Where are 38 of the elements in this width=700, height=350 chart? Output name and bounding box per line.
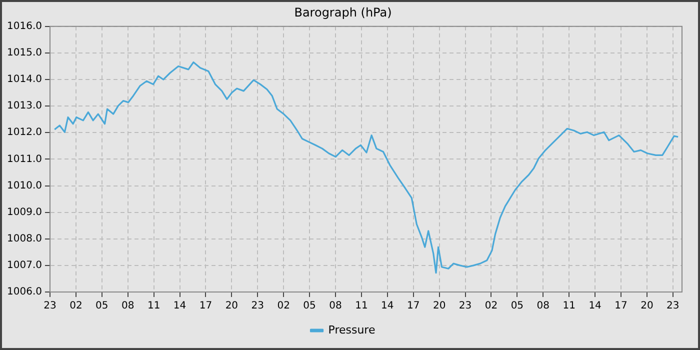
x-tick-label: 23 — [44, 300, 56, 312]
x-tick-label: 05 — [510, 300, 524, 312]
legend-label: Pressure — [328, 323, 376, 336]
y-tick-label: 1007.0 — [6, 260, 42, 272]
x-tick-label: 14 — [173, 300, 186, 312]
x-tick-label: 20 — [640, 300, 654, 312]
x-tick-label: 17 — [199, 300, 212, 312]
x-tick-label: 23 — [458, 300, 472, 312]
y-tick-label: 1012.0 — [6, 127, 42, 138]
x-tick-label: 20 — [432, 300, 446, 312]
x-tick-label: 02 — [70, 300, 82, 312]
x-tick-label: 05 — [96, 300, 108, 312]
y-tick-label: 1011.0 — [6, 154, 42, 165]
y-tick-label: 1006.0 — [6, 286, 42, 298]
x-tick-label: 20 — [225, 300, 238, 312]
x-tick-label: 17 — [614, 300, 628, 312]
x-tick-label: 23 — [666, 300, 680, 312]
x-tick-label: 11 — [355, 300, 368, 312]
y-tick-label: 1016.0 — [6, 20, 42, 32]
x-tick-label: 08 — [536, 300, 550, 312]
x-tick-label: 08 — [121, 300, 134, 312]
y-tick-label: 1015.0 — [6, 48, 42, 59]
x-tick-label: 02 — [277, 300, 290, 312]
x-tick-label: 14 — [588, 300, 602, 312]
x-tick-label: 08 — [329, 300, 342, 312]
x-tick-label: 11 — [147, 300, 160, 312]
y-tick-label: 1009.0 — [6, 206, 42, 218]
x-tick-label: 17 — [406, 300, 420, 312]
y-tick-label: 1013.0 — [6, 100, 42, 112]
x-tick-label: 11 — [562, 300, 576, 312]
y-tick-label: 1014.0 — [6, 74, 42, 86]
x-tick-label: 05 — [303, 300, 316, 312]
chart-title: Barograph (hPa) — [294, 5, 392, 20]
x-tick-label: 23 — [251, 300, 264, 312]
y-tick-label: 1010.0 — [6, 180, 42, 192]
x-tick-label: 02 — [484, 300, 498, 312]
x-tick-label: 14 — [381, 300, 394, 312]
y-tick-label: 1008.0 — [6, 233, 42, 244]
